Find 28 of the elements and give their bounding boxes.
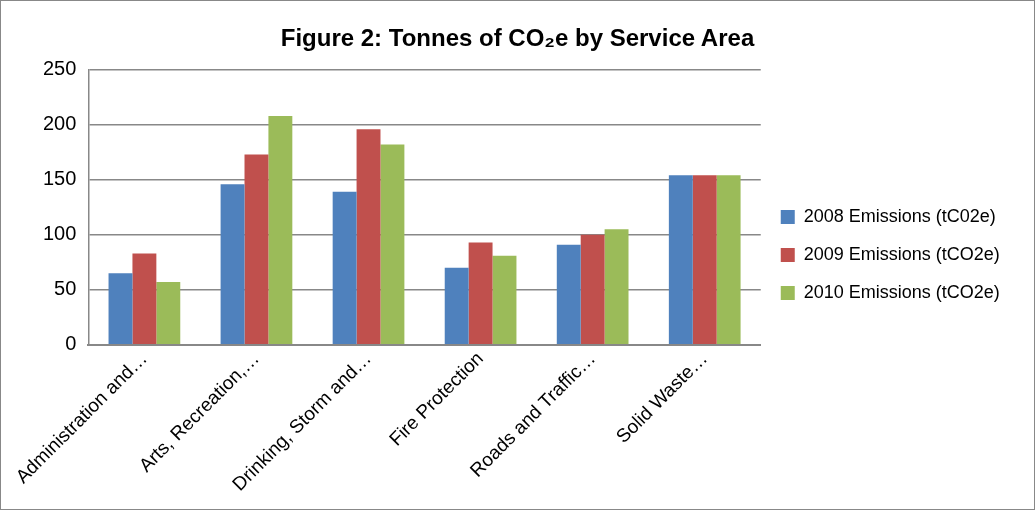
y-tick-label: 0 bbox=[65, 332, 77, 355]
bar bbox=[692, 175, 717, 344]
legend-label: 2010 Emissions (tCO2e) bbox=[803, 281, 1000, 302]
bar bbox=[244, 154, 269, 344]
bar bbox=[468, 242, 493, 344]
bar bbox=[444, 267, 469, 344]
bar bbox=[580, 234, 605, 344]
y-tick-label: 200 bbox=[42, 112, 77, 135]
bar bbox=[108, 273, 133, 344]
bar bbox=[220, 184, 245, 344]
bar bbox=[604, 229, 629, 344]
bar bbox=[356, 129, 381, 344]
bar bbox=[556, 244, 581, 344]
bar bbox=[132, 253, 157, 344]
bar bbox=[380, 144, 405, 344]
bar bbox=[668, 175, 693, 344]
y-tick-label: 250 bbox=[42, 57, 77, 80]
legend-label: 2008 Emissions (tC02e) bbox=[803, 205, 996, 226]
bar bbox=[268, 115, 293, 344]
y-tick-label: 100 bbox=[42, 222, 77, 245]
bar bbox=[156, 282, 181, 344]
y-tick-label: 50 bbox=[54, 277, 77, 300]
chart-title: Figure 2: Tonnes of CO₂e by Service Area bbox=[280, 24, 755, 52]
y-tick-label: 150 bbox=[42, 167, 77, 190]
bar bbox=[332, 191, 357, 344]
legend-label: 2009 Emissions (tCO2e) bbox=[803, 243, 1000, 264]
bar bbox=[716, 175, 741, 344]
bar bbox=[492, 255, 517, 344]
